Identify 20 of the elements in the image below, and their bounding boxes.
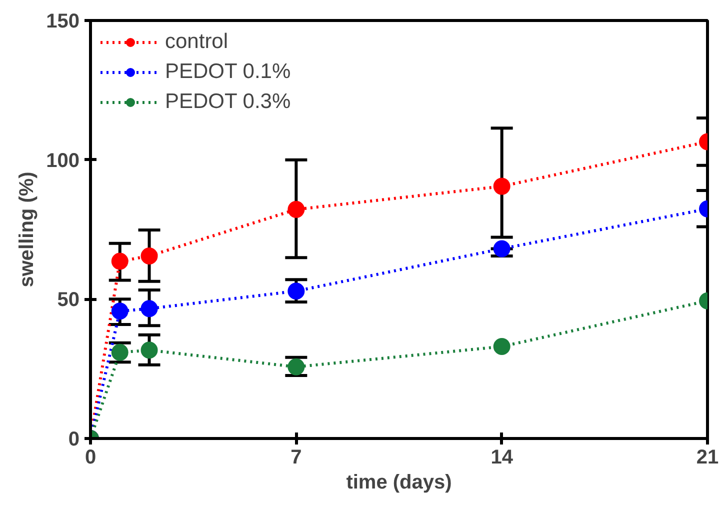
point bbox=[140, 247, 158, 264]
point bbox=[140, 300, 158, 318]
y-tick-label: 0 bbox=[68, 428, 80, 450]
y-tick-label: 100 bbox=[46, 150, 80, 172]
x-tick-label: 0 bbox=[84, 446, 96, 468]
point bbox=[111, 302, 128, 320]
point bbox=[288, 282, 305, 300]
point bbox=[140, 342, 158, 359]
x-tick-label: 14 bbox=[490, 446, 514, 468]
legend-label: control bbox=[165, 30, 228, 54]
legend-label: PEDOT 0.3% bbox=[165, 90, 291, 114]
x-tick-label: 21 bbox=[696, 446, 719, 468]
x-tick-label: 7 bbox=[290, 446, 302, 468]
y-tick-label: 50 bbox=[57, 289, 80, 312]
y-axis-title: swelling (%) bbox=[16, 172, 38, 288]
y-tick-label: 150 bbox=[46, 10, 80, 32]
point bbox=[111, 252, 128, 270]
legend-label: PEDOT 0.1% bbox=[165, 60, 291, 84]
x-axis-title: time (days) bbox=[346, 472, 452, 494]
point bbox=[288, 200, 305, 218]
